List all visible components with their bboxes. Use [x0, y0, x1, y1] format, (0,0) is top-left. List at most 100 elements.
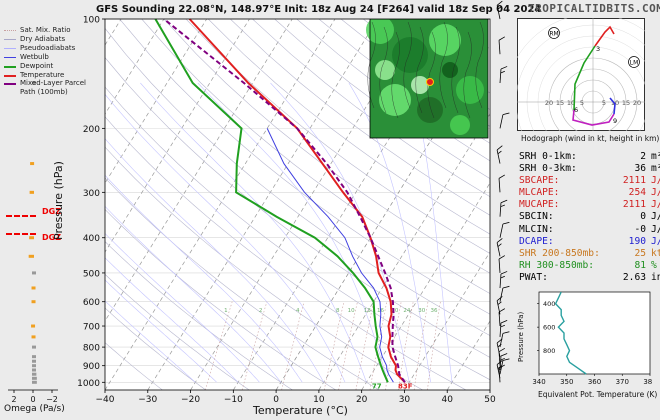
parameter-row: RH 300-850mb: 81%	[519, 260, 660, 272]
parameter-label: DCAPE:	[519, 235, 554, 247]
storm-motion-marker	[548, 27, 560, 39]
map-cloud	[442, 62, 458, 78]
omega-bar	[29, 236, 34, 240]
parameter-label: MUCAPE:	[519, 199, 560, 211]
legend: Sat. Mix. Ratio Dry Adiabats Pseudoadiabat…	[4, 26, 102, 97]
map-streamline	[451, 26, 460, 114]
parameter-label: SRH 0-1km:	[519, 151, 577, 162]
dgz-line	[6, 215, 36, 217]
parameter-value: 36	[634, 163, 646, 175]
dry-adiabat	[105, 273, 250, 390]
wind-barb	[498, 36, 506, 55]
parameter-row: SHR 200-850mb: 25 kt	[519, 248, 660, 260]
isotherm	[105, 19, 293, 322]
dry-adiabat	[105, 342, 163, 390]
wind-barb-flag	[502, 285, 510, 289]
wind-barb-shaft	[498, 40, 501, 55]
y-tick-label: 200	[83, 125, 100, 135]
omega-bar	[32, 368, 36, 372]
omega-bar	[32, 271, 36, 275]
map-cloud	[392, 37, 428, 73]
map-cloud	[375, 60, 395, 80]
mixing-ratio-line	[323, 301, 345, 390]
storm-motion-label: LM	[630, 59, 639, 66]
wind-barb-flag	[500, 66, 508, 70]
parameter-label: SBCIN:	[519, 211, 554, 223]
legend-label: Sat. Mix. Ratio	[20, 26, 71, 34]
hodograph-frame	[517, 18, 645, 131]
mixing-ratio-line	[338, 301, 358, 390]
omega-bar	[31, 286, 36, 290]
wind-barb-flag	[502, 112, 510, 116]
parameter-row: SRH 0-3km: 36 m²s⁻²	[519, 163, 660, 175]
parameter-row: SRH 0-1km: 2 m²s⁻²	[519, 151, 660, 163]
parameter-unit: J/kg	[651, 175, 660, 187]
map-cloud	[429, 24, 461, 56]
map-border	[369, 19, 489, 139]
pseudoadiabat	[105, 205, 282, 383]
wind-barb-flag	[498, 364, 506, 369]
parameter-unit: J/kg	[651, 211, 660, 223]
hodograph-ring-label: 20	[633, 99, 641, 107]
hodograph-ring-label: 15	[556, 99, 564, 107]
omega-bar	[31, 300, 36, 304]
wind-barb-flag	[497, 243, 502, 247]
parameter-value: 2111	[622, 175, 646, 187]
hodograph-height-label: 9	[613, 117, 617, 125]
omega-bar	[32, 81, 36, 85]
parameter-value: 2	[640, 151, 646, 162]
wind-barb	[496, 145, 503, 164]
x-axis-label: Temperature (°C)	[253, 404, 348, 417]
parameter-value: -0	[634, 223, 646, 235]
pseudoadiabat	[105, 233, 260, 383]
mixing-ratio-label: 8	[336, 308, 340, 314]
dry-adiabat	[185, 19, 490, 254]
dry-adiabat	[105, 57, 490, 358]
legend-item: Mixed-Layer Parcel Path (100mb)	[4, 79, 102, 97]
isotherm	[318, 113, 490, 390]
parameter-label: SHR 200-850mb:	[519, 247, 600, 259]
wind-barb-shaft	[499, 202, 502, 217]
legend-label: Dewpoint	[20, 61, 54, 70]
wind-barb	[499, 221, 510, 238]
y-tick-label: 800	[83, 344, 100, 354]
y-tick-label: 500	[83, 269, 100, 279]
parameter-unit: J/kg	[651, 187, 660, 199]
wind-barb-flag	[498, 36, 506, 41]
wind-barb	[499, 271, 508, 289]
plot-frame	[104, 18, 491, 391]
parameter-unit: %	[651, 259, 657, 271]
wind-barb	[498, 308, 506, 327]
dry-adiabat	[105, 86, 490, 381]
dry-adiabat	[105, 27, 490, 336]
legend-label: Temperature	[20, 70, 65, 79]
parameter-row: SBCAPE: 2111 J/kg	[519, 175, 660, 187]
dry-adiabat	[105, 146, 423, 390]
wind-barb	[499, 320, 508, 337]
y-tick-label: 100	[83, 16, 100, 26]
wind-barb-shaft	[498, 351, 501, 366]
wind-barb-shaft	[499, 287, 504, 302]
legend-item: Dry Adiabats	[4, 35, 102, 44]
pseudoadiabat	[105, 93, 346, 383]
wind-barb-flag	[497, 150, 502, 155]
omega-tick-label: 0	[30, 395, 35, 404]
y-axis-label: Pressure (hPa)	[52, 161, 65, 240]
y-tick-label: 1000	[77, 379, 100, 389]
wind-barbs	[496, 0, 510, 383]
dry-adiabat	[252, 19, 490, 198]
map-streamline	[463, 31, 472, 119]
parameter-value: 190	[628, 235, 646, 247]
parameter-label: SBCAPE:	[519, 175, 560, 187]
dgz-label: DGZ	[42, 207, 62, 216]
omega-bar	[32, 359, 36, 363]
y-tick-label: 900	[83, 362, 100, 372]
dgz-line	[6, 233, 36, 235]
mixing-ratio-label: 1	[224, 308, 228, 314]
x-tick-label: −30	[138, 395, 157, 405]
theta-e-x-label: Equivalent Pot. Temperature (K)	[538, 390, 658, 399]
y-tick-label: 400	[83, 234, 100, 244]
wind-barb-flag	[496, 338, 503, 344]
isotherm	[361, 182, 490, 390]
hodograph-ring-label: 20	[545, 99, 553, 107]
